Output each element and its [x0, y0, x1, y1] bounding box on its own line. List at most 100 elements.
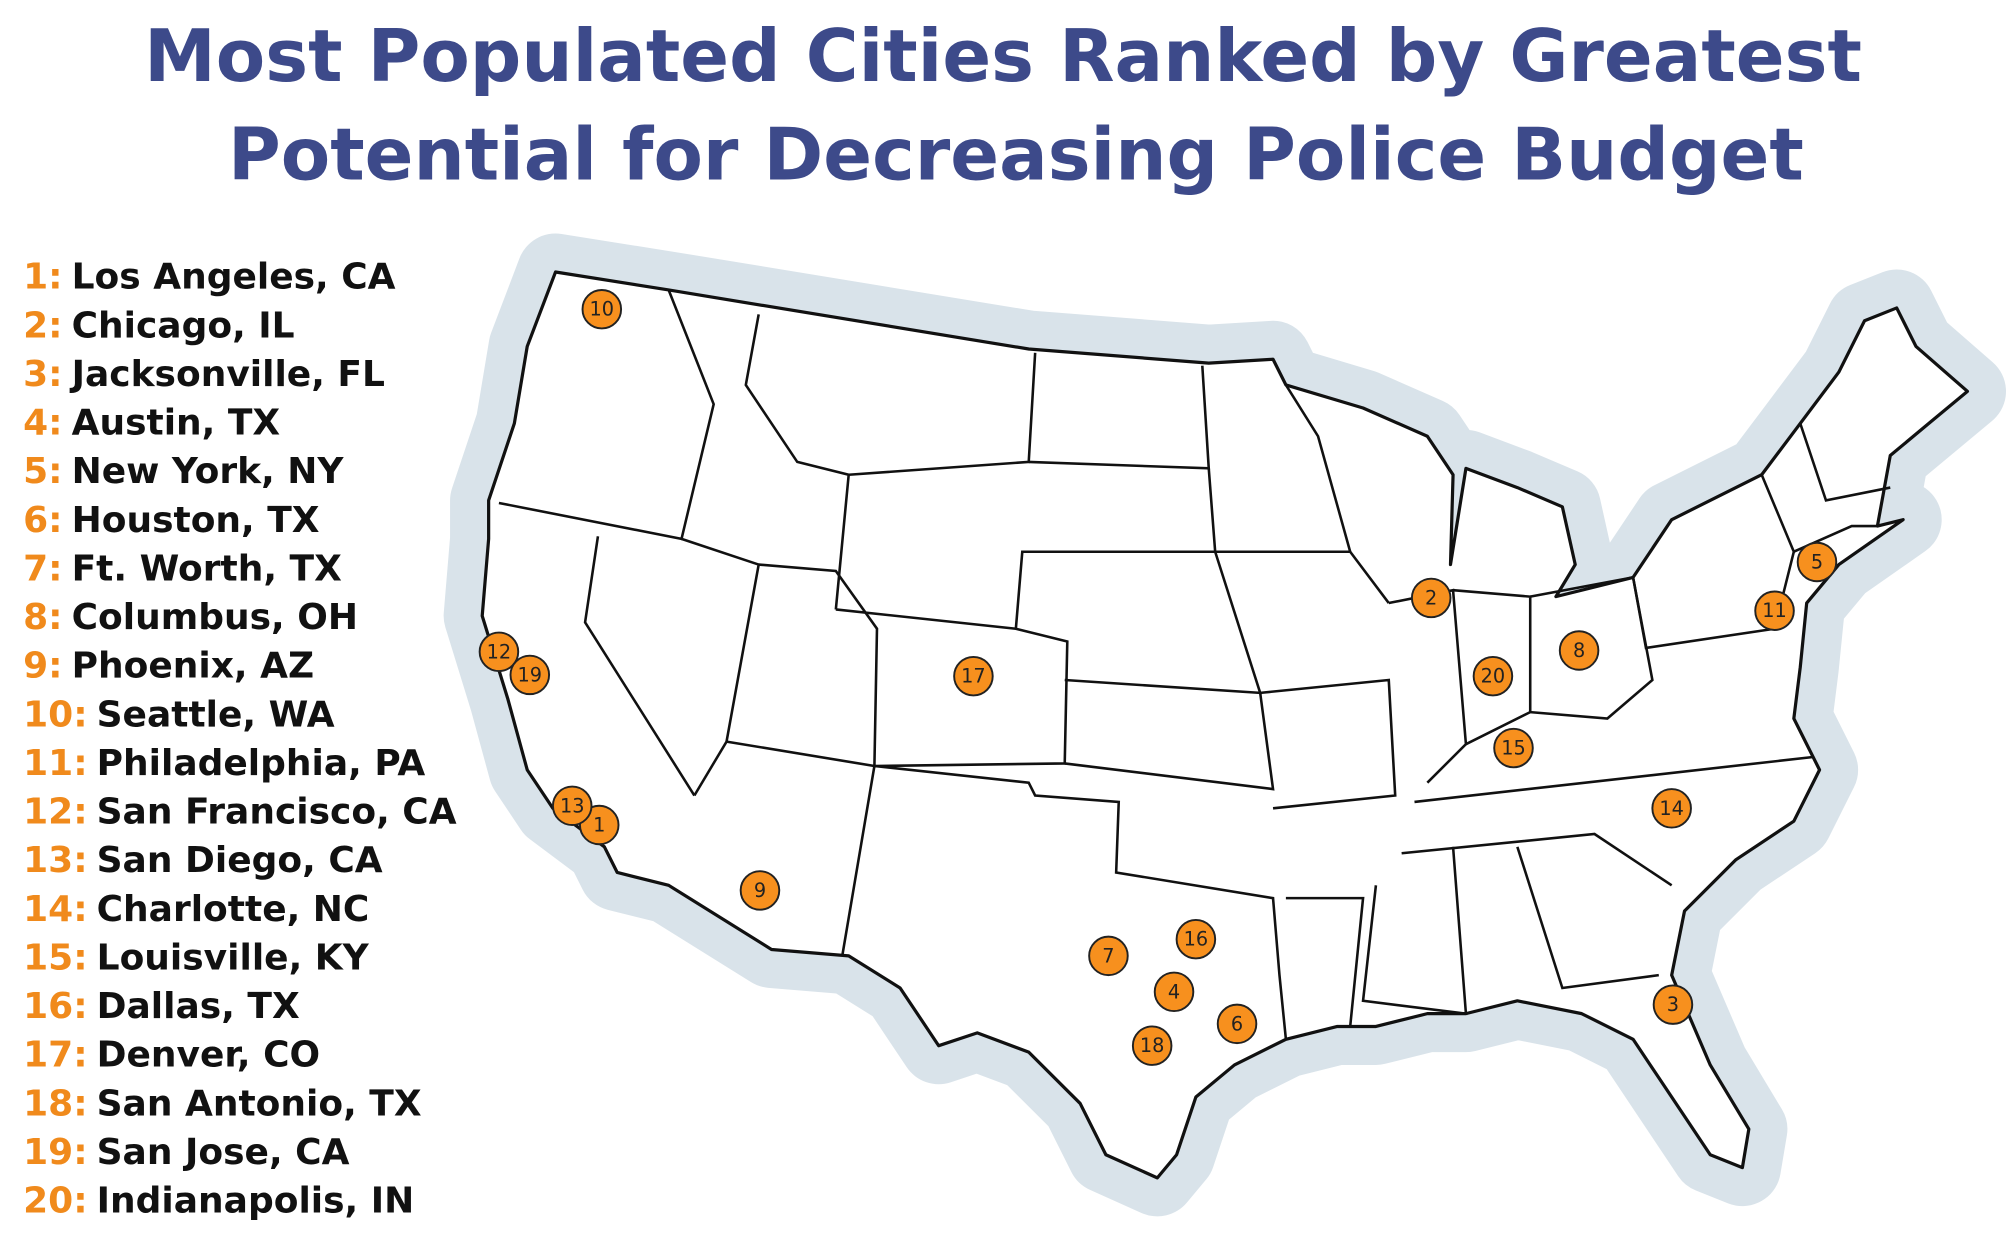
city: San Antonio, TX: [97, 1083, 422, 1124]
marker: [551, 785, 593, 826]
city: Phoenix, AZ: [72, 646, 314, 687]
marker: [953, 655, 994, 697]
rank: 12:: [23, 792, 87, 833]
rank: 1:: [23, 257, 62, 298]
marker: [1472, 655, 1514, 697]
marker: [1652, 984, 1694, 1025]
marker: [1558, 630, 1600, 671]
list-item: 13: San Diego, CA: [23, 840, 383, 881]
border: [1028, 365, 1211, 470]
rank: 2:: [23, 305, 62, 346]
marker-label: 16: [1184, 928, 1209, 951]
list-item: 9: Phoenix, AZ: [23, 646, 314, 687]
border: [1361, 846, 1659, 1016]
border: [744, 314, 851, 610]
marker: [1175, 919, 1217, 960]
city: Denver, CO: [97, 1035, 320, 1076]
marker: [1153, 971, 1195, 1013]
marker-label: 3: [1667, 993, 1679, 1016]
rank: 10:: [23, 694, 87, 735]
marker-label: 2: [1425, 586, 1437, 609]
city: New York, NY: [72, 451, 345, 492]
marker: [1796, 541, 1838, 583]
list-item: 16: Dallas, TX: [23, 986, 300, 1027]
rank: 16:: [23, 986, 87, 1027]
border: [1207, 468, 1390, 604]
rank: 5:: [23, 451, 62, 492]
border: [681, 537, 761, 797]
rank: 13:: [23, 840, 87, 881]
list-item: 20: Indianapolis, IN: [23, 1181, 414, 1222]
marker-label: 17: [961, 665, 986, 688]
map-outline: [480, 270, 1970, 1180]
city: Philadelphia, PA: [97, 743, 426, 784]
us-map: [443, 233, 2006, 1217]
city: Chicago, IL: [72, 305, 295, 346]
rank: 4:: [23, 403, 62, 444]
border: [848, 352, 1037, 477]
marker-label: 12: [487, 640, 512, 663]
marker-label: 4: [1168, 980, 1180, 1003]
list-item: 3: Jacksonville, FL: [23, 354, 385, 395]
list-item: 8: Columbus, OH: [23, 597, 358, 638]
list-item: 10: Seattle, WA: [23, 694, 335, 735]
marker-label: 10: [590, 298, 615, 321]
city: Austin, TX: [72, 403, 281, 444]
border: [1284, 384, 1352, 553]
marker-label: 9: [754, 879, 766, 902]
rank: 20:: [23, 1181, 87, 1222]
border: [1064, 692, 1275, 791]
border: [1401, 755, 1814, 887]
list-item: 19: San Jose, CA: [23, 1132, 349, 1173]
city: Seattle, WA: [97, 694, 335, 735]
list-item: 14: Charlotte, NC: [23, 889, 369, 930]
rank: 18:: [23, 1083, 87, 1124]
border: [1529, 575, 1654, 720]
marker: [509, 654, 551, 696]
city: Dallas, TX: [97, 986, 300, 1027]
city: Ft. Worth, TX: [72, 548, 342, 589]
marker: [1088, 935, 1129, 977]
border: [1285, 896, 1365, 1027]
marker: [1131, 1025, 1173, 1066]
city: San Jose, CA: [97, 1132, 350, 1173]
city: San Francisco, CA: [97, 792, 457, 833]
city: Charlotte, NC: [97, 889, 370, 930]
city-list: 1: Los Angeles, CA2: Chicago, IL 3: Jacksonv…: [23, 257, 457, 1222]
city: Los Angeles, CA: [72, 257, 396, 298]
marker: [1410, 577, 1452, 619]
title-line: Potential for Decreasing Police Budget: [228, 113, 1804, 197]
list-item: 12: San Francisco, CA: [23, 792, 457, 833]
rank: 15:: [23, 938, 87, 979]
rank: 3:: [23, 354, 62, 395]
marker-label: 8: [1573, 639, 1585, 662]
rank: 11:: [23, 743, 87, 784]
marker-label: 15: [1501, 737, 1526, 760]
city: San Diego, CA: [97, 840, 383, 881]
border: [498, 289, 716, 541]
city: Louisville, KY: [97, 938, 370, 979]
rank: 7:: [23, 548, 62, 589]
list-item: 7: Ft. Worth, TX: [23, 548, 342, 589]
list-item: 5: New York, NY: [23, 451, 344, 492]
marker: [1216, 1003, 1258, 1045]
marker: [1754, 590, 1795, 631]
list-item: 4: Austin, TX: [23, 403, 280, 444]
marker-label: 20: [1481, 665, 1506, 688]
rank: 14:: [23, 889, 87, 930]
border: [1452, 588, 1532, 746]
rank: 19:: [23, 1132, 87, 1173]
marker-label: 19: [518, 663, 543, 686]
list-item: 11: Philadelphia, PA: [23, 743, 425, 784]
marker-label: 1: [593, 814, 605, 837]
border: [726, 563, 879, 768]
title-line: Most Populated Cities Ranked by Greatest: [144, 14, 1862, 98]
list-item: 18: San Antonio, TX: [23, 1083, 421, 1124]
border: [840, 764, 1288, 1040]
rank: 9:: [23, 646, 62, 687]
marker-label: 14: [1659, 797, 1684, 820]
rank: 6:: [23, 500, 62, 541]
rank: 8:: [23, 597, 62, 638]
